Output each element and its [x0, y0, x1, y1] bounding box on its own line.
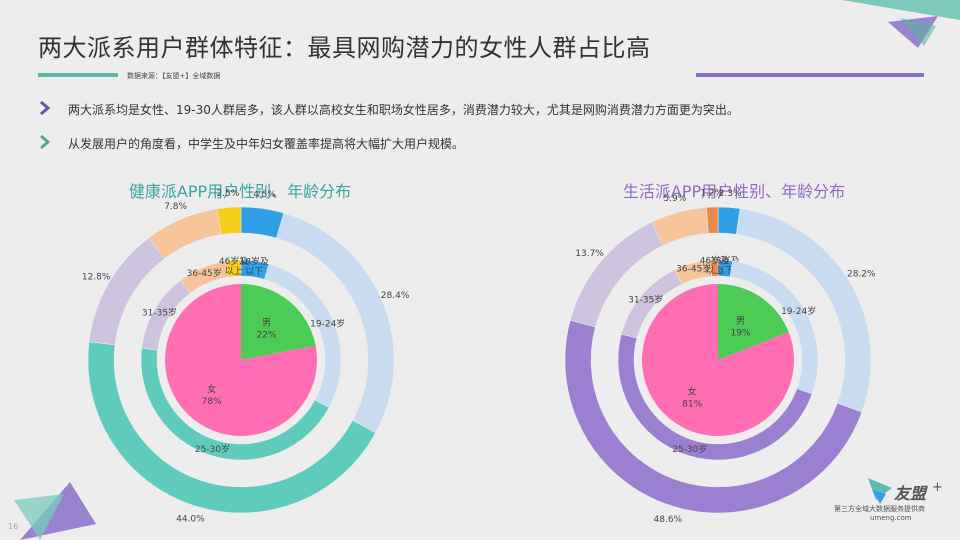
- inner-ring-segment: [225, 259, 242, 278]
- inner-ring-label: 46岁及: [700, 255, 729, 267]
- outer-ring-label: 2.3%: [719, 189, 742, 199]
- outer-ring-label: 48.6%: [654, 515, 683, 525]
- pie-slice-male: [718, 284, 789, 360]
- corner-triangle-teal: [842, 0, 960, 20]
- inner-ring-label: 46岁及: [219, 255, 248, 267]
- inner-ring-label: 以上: [705, 266, 723, 277]
- chart-title-health: 健康派APP用户性别、年龄分布: [128, 182, 352, 201]
- logo-mark-2: [872, 490, 886, 504]
- inner-ring-label: 31-35岁: [142, 307, 177, 319]
- outer-ring-segment: [216, 206, 242, 235]
- inner-ring-label: 31-35岁: [628, 293, 663, 305]
- inner-ring-label: 36-45岁: [187, 267, 222, 279]
- pie-label-female: 女: [688, 386, 697, 398]
- pie-value-male: 22%: [256, 331, 276, 341]
- inner-ring-label: 36-45岁: [676, 263, 711, 275]
- title-underline-teal: [38, 73, 118, 77]
- inner-ring-label: 18岁及: [240, 255, 269, 267]
- pie-value-female: 81%: [682, 400, 702, 410]
- outer-ring-label: 28.2%: [847, 270, 876, 280]
- site-url: umeng.com: [870, 514, 912, 522]
- outer-ring-label: 4.5%: [253, 190, 276, 200]
- pie-value-male: 19%: [730, 328, 750, 338]
- pie-label-male: 男: [262, 318, 271, 329]
- logo-text: 友盟: [894, 484, 927, 503]
- chart-title-life: 生活派APP用户性别、年龄分布: [622, 182, 846, 201]
- pie-value-female: 78%: [202, 397, 222, 407]
- inner-ring-label: 19-24岁: [781, 305, 816, 317]
- outer-ring-segment: [564, 319, 863, 514]
- inner-ring-label: 以下: [716, 267, 734, 277]
- inner-ring-segment: [710, 259, 719, 277]
- pie-slice-female: [164, 284, 318, 436]
- chevron-right-icon: [40, 134, 51, 150]
- outer-ring-label: 5.9%: [663, 194, 686, 204]
- outer-ring-label: 12.8%: [82, 272, 111, 282]
- inner-ring-label: 25-30岁: [672, 443, 707, 455]
- outer-ring-label: 13.7%: [575, 249, 604, 259]
- corner-triangle-teal-2: [900, 18, 936, 46]
- pie-slice-female: [641, 284, 794, 436]
- pie-label-male: 男: [736, 315, 745, 326]
- inner-ring-label: 19-24岁: [310, 317, 345, 329]
- inner-ring-label: 25-30岁: [195, 443, 230, 455]
- chevron-right-icon: [40, 100, 51, 116]
- outer-ring-label: 2.5%: [216, 189, 239, 199]
- outer-ring-label: 7.8%: [164, 202, 187, 212]
- logo-mark: [868, 478, 892, 500]
- inner-ring-label: 以下: [245, 267, 263, 277]
- title-underline-purple: [696, 73, 924, 77]
- page-number: 16: [8, 522, 19, 531]
- inner-ring-label: 以上: [225, 266, 243, 277]
- bullet-text: 从发展用户的角度看，中学生及中年妇女覆盖率提高将大幅扩大用户规模。: [68, 137, 465, 151]
- outer-ring-label: 28.4%: [381, 291, 410, 301]
- outer-ring-label: 1.2%: [700, 189, 723, 199]
- outer-ring-segment: [651, 207, 709, 246]
- pie-label-female: 女: [207, 383, 216, 395]
- pie-slice-male: [241, 284, 316, 360]
- logo-plus: +: [932, 480, 943, 495]
- corner-triangle-bottom-teal: [14, 494, 64, 540]
- outer-ring-segment: [148, 208, 222, 260]
- outer-ring-segment: [240, 206, 284, 239]
- tagline: 第三方全域大数据服务提供商: [834, 505, 925, 513]
- outer-ring-segment: [87, 341, 376, 514]
- outer-ring-segment: [706, 206, 719, 234]
- page-title: 两大派系用户群体特征：最具网购潜力的女性人群占比高: [38, 34, 651, 62]
- bullet-text: 两大派系均是女性、19-30人群居多，该人群以高校女生和职场女性居多，消费潜力较…: [68, 103, 739, 117]
- outer-ring-label: 44.0%: [176, 515, 205, 525]
- data-source: 数据来源：【友盟+】全域数据: [127, 72, 221, 80]
